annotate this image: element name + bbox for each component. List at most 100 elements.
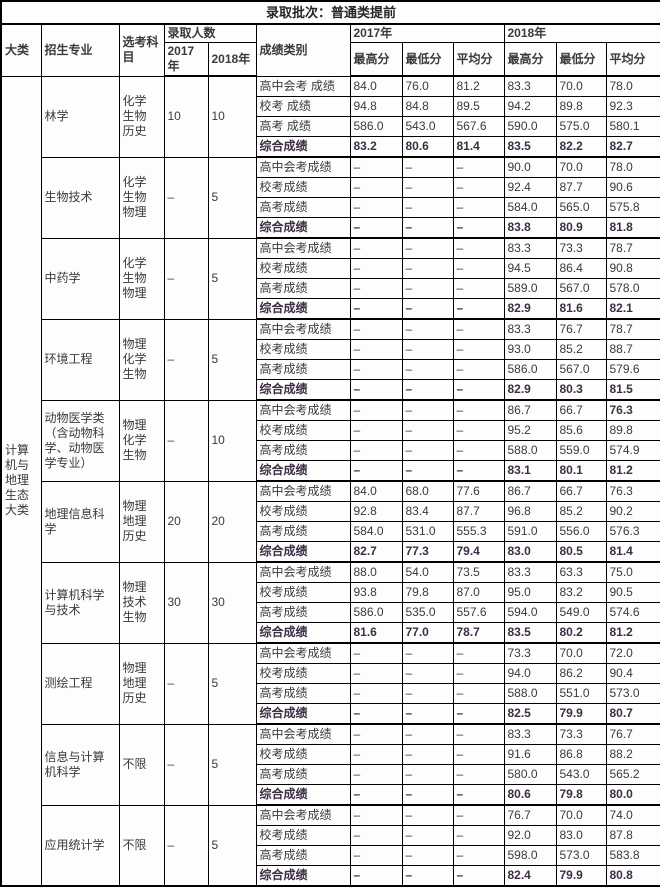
score-value-cell: – (452, 642, 505, 664)
score-value-cell: 73.3 (555, 237, 607, 259)
score-type-cell: 高考成绩 (255, 278, 351, 299)
score-value-cell: 79.8 (555, 784, 607, 806)
score-value-cell: 576.3 (605, 521, 660, 542)
score-type-cell: 高中会考成绩 (255, 399, 351, 421)
score-row: 环境工程 物理 化学 生物 –5 高中会考成绩 – – –83.3 76.7 78.7 (1, 318, 660, 401)
score-value-cell: – (349, 683, 403, 704)
score-value-cell: 94.8 (349, 96, 403, 117)
score-value-cell: 551.0 (555, 683, 607, 704)
score-value-cell: 96.8 (503, 501, 557, 522)
score-value-cell: – (401, 197, 454, 218)
score-value-cell: 82.5 (503, 703, 557, 725)
score-value-cell: 82.9 (503, 379, 557, 401)
score-value-cell: 75.0 (605, 561, 660, 583)
score-value-cell: 82.7 (605, 136, 660, 158)
score-value-cell: 90.6 (605, 177, 660, 198)
score-type-cell: 高考 成绩 (255, 116, 351, 137)
score-value-cell: 93.8 (349, 582, 403, 603)
score-value-cell: – (401, 177, 454, 198)
score-value-cell: – (401, 723, 454, 745)
score-value-cell: – (349, 399, 403, 421)
score-value-cell: 76.7 (503, 804, 557, 826)
header-min-2018: 最低分 (555, 42, 607, 77)
score-value-cell: 79.9 (555, 703, 607, 725)
score-value-cell: 557.6 (452, 602, 505, 623)
table-title: 录取批次：普通类提前 (0, 0, 660, 25)
score-value-cell: 543.0 (401, 116, 454, 137)
subjects-cell: 化学 生物 物理 (118, 156, 165, 239)
score-value-cell: 83.3 (503, 318, 557, 340)
score-value-cell: 87.7 (555, 177, 607, 198)
header-year-2018: 2018年 (503, 23, 660, 43)
count-2018-cell: 5 (207, 156, 257, 239)
score-type-cell: 高考成绩 (255, 521, 351, 542)
count-2017-cell: – (163, 723, 209, 806)
score-value-cell: 70.0 (555, 75, 607, 97)
subjects-cell: 化学 生物 历史 (118, 75, 165, 158)
score-value-cell: 80.7 (605, 703, 660, 725)
major-name-cell: 地理信息科学 (40, 480, 120, 563)
score-value-cell: – (349, 177, 403, 198)
score-value-cell: 81.5 (605, 379, 660, 401)
score-type-cell: 高中会考成绩 (255, 561, 351, 583)
score-value-cell: 85.2 (555, 501, 607, 522)
score-row: 高考成绩 – – –588.0 551.0 573.0 (1, 683, 660, 704)
score-value-cell: – (349, 642, 403, 664)
score-value-cell: – (452, 825, 505, 846)
score-value-cell: 80.2 (555, 622, 607, 644)
score-value-cell: 86.8 (555, 744, 607, 765)
score-value-cell: 80.6 (401, 136, 454, 158)
score-value-cell: 556.0 (555, 521, 607, 542)
score-type-cell: 校考 成绩 (255, 96, 351, 117)
score-value-cell: 87.0 (452, 582, 505, 603)
score-value-cell: 590.0 (503, 116, 557, 137)
score-value-cell: – (349, 258, 403, 279)
count-2018-cell: 5 (207, 318, 257, 401)
title-row: 录取批次：普通类提前 (0, 0, 660, 25)
score-row: 高考成绩 – – –580.0 543.0 565.2 (1, 764, 660, 785)
header-count-2017: 2017年 (163, 42, 209, 77)
score-value-cell: 86.4 (555, 258, 607, 279)
score-type-cell: 综合成绩 (255, 379, 351, 401)
score-type-cell: 高考成绩 (255, 845, 351, 866)
score-value-cell: 588.0 (503, 683, 557, 704)
subjects-cell: 物理 地理 历史 (118, 642, 165, 725)
score-value-cell: 80.5 (555, 541, 607, 563)
score-value-cell: – (452, 399, 505, 421)
score-value-cell: – (349, 460, 403, 482)
score-value-cell: 598.0 (503, 845, 557, 866)
score-value-cell: 92.0 (503, 825, 557, 846)
score-type-cell: 高中会考成绩 (255, 804, 351, 826)
score-value-cell: 92.4 (503, 177, 557, 198)
score-row: 地理信息科学 物理 地理 历史 20 20 高中会考成绩 84.0 68.0 77.6 86.7… (1, 480, 660, 563)
score-value-cell: – (401, 845, 454, 866)
score-type-cell: 校考成绩 (255, 339, 351, 360)
score-value-cell: 591.0 (503, 521, 557, 542)
subjects-cell: 物理 技术 生物 (118, 561, 165, 644)
score-value-cell: 586.0 (503, 359, 557, 380)
score-value-cell: – (452, 339, 505, 360)
score-row: 校考成绩 – – –92.4 87.7 90.6 (1, 177, 660, 198)
score-type-cell: 高中会考成绩 (255, 723, 351, 745)
score-row: 高考成绩 – – –586.0 567.0 579.6 (1, 359, 660, 380)
score-value-cell: 80.3 (555, 379, 607, 401)
score-value-cell: – (452, 723, 505, 745)
score-row: 综合成绩 82.7 77.3 79.4 83.0 80.5 81.4 (1, 541, 660, 563)
score-value-cell: 575.8 (605, 197, 660, 218)
score-value-cell: 555.3 (452, 521, 505, 542)
score-value-cell: 63.3 (555, 561, 607, 583)
score-value-cell: – (349, 278, 403, 299)
score-value-cell: – (401, 217, 454, 239)
subjects-cell: 化学 生物 物理 (118, 237, 165, 320)
score-value-cell: 84.0 (349, 480, 403, 502)
score-row: 测绘工程 物理 地理 历史 –5 高中会考成绩 – – –73.3 70.0 72.0 (1, 642, 660, 725)
score-value-cell: – (401, 683, 454, 704)
score-value-cell: 95.2 (503, 420, 557, 441)
score-value-cell: 86.7 (503, 480, 557, 502)
score-value-cell: 86.2 (555, 663, 607, 684)
score-value-cell: – (452, 177, 505, 198)
score-value-cell: – (349, 865, 403, 887)
score-value-cell: 82.9 (503, 298, 557, 320)
score-value-cell: 76.7 (555, 318, 607, 340)
